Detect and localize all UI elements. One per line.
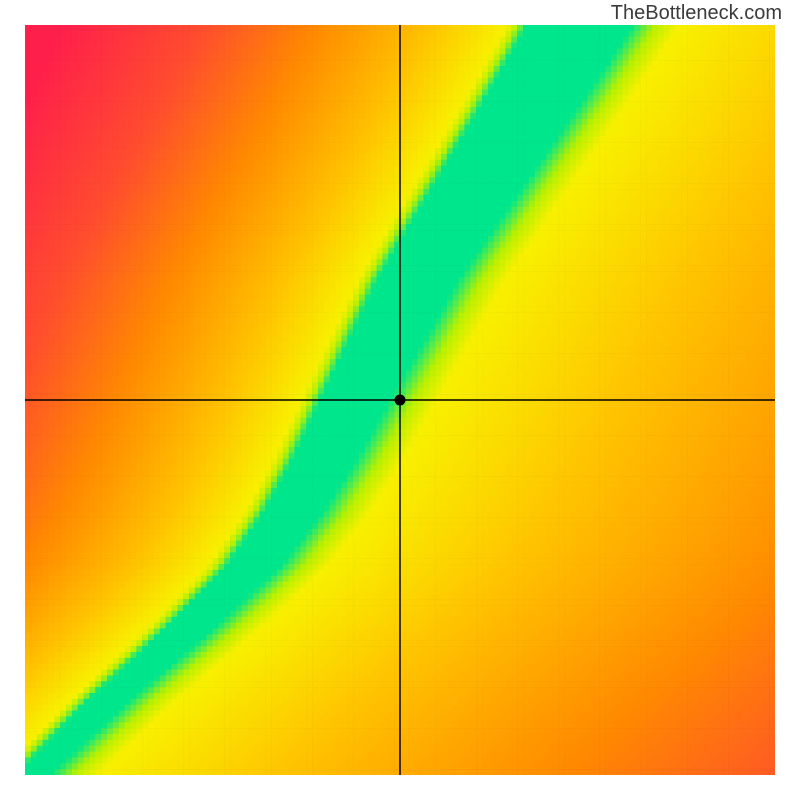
heatmap-plot <box>25 25 775 775</box>
heatmap-canvas <box>25 25 775 775</box>
attribution-label: TheBottleneck.com <box>611 2 782 25</box>
